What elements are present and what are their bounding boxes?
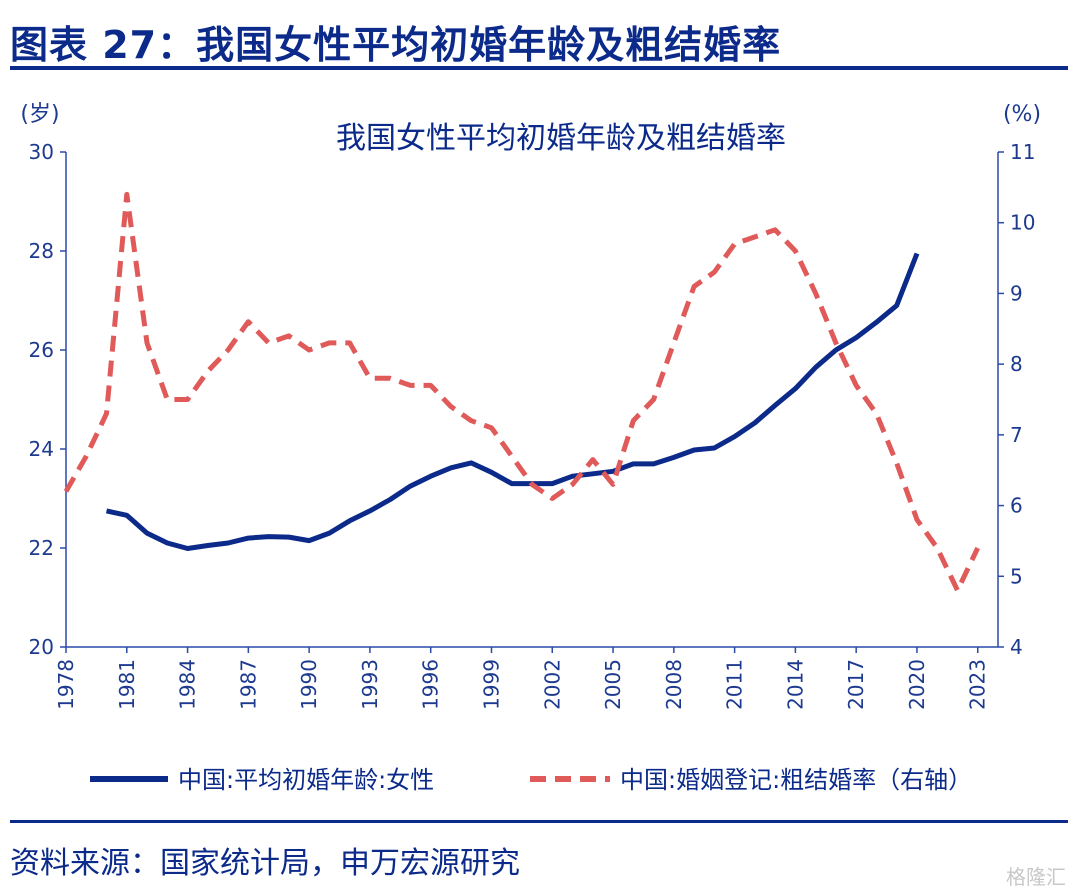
right-tick-label: 8 [1010, 352, 1023, 376]
source-note: 资料来源：国家统计局，申万宏源研究 [10, 846, 520, 881]
header-rule [10, 66, 1068, 70]
right-tick-label: 4 [1010, 635, 1023, 659]
right-tick-label: 10 [1010, 211, 1035, 235]
x-tick-label: 1996 [419, 659, 443, 710]
x-tick-label: 1984 [176, 659, 200, 710]
left-tick-label: 22 [29, 536, 54, 560]
legend: 中国:平均初婚年龄:女性 中国:婚姻登记:粗结婚率（右轴） [90, 766, 972, 794]
right-tick-label: 6 [1010, 494, 1023, 518]
footer-rule [10, 820, 1068, 823]
watermark: 格隆汇 [1006, 865, 1066, 889]
x-tick-label: 1981 [115, 659, 139, 710]
series-line-marriage-rate [63, 191, 980, 593]
right-tick-label: 9 [1010, 281, 1023, 305]
series-layer [63, 191, 980, 593]
left-tick-label: 30 [29, 140, 54, 164]
x-tick-label: 2005 [601, 659, 625, 710]
left-tick-label: 28 [29, 239, 54, 263]
x-tick-label: 2011 [723, 659, 747, 710]
left-tick-label: 24 [29, 437, 54, 461]
x-tick-label: 2014 [783, 659, 807, 710]
axes: 20 22 24 26 28 30 4 5 6 7 8 9 10 11 1978 1981 1984 1987 19… [29, 140, 1036, 710]
x-tick-label: 2008 [662, 659, 686, 710]
x-tick-label: 2023 [966, 659, 990, 710]
series-line-first-marriage-age [105, 252, 920, 551]
chart-title: 我国女性平均初婚年龄及粗结婚率 [336, 121, 786, 156]
left-tick-label: 20 [29, 635, 54, 659]
x-tick-label: 2020 [905, 659, 929, 710]
right-tick-label: 11 [1010, 140, 1035, 164]
legend-label: 中国:平均初婚年龄:女性 [178, 766, 434, 794]
left-axis-unit: (岁) [20, 102, 59, 127]
report-figure-title: 图表 27：我国女性平均初婚年龄及粗结婚率 [10, 23, 782, 67]
x-tick-label: 2002 [540, 659, 564, 710]
right-tick-label: 5 [1010, 564, 1023, 588]
x-tick-label: 2017 [844, 659, 868, 710]
left-tick-label: 26 [29, 338, 54, 362]
x-tick-label: 1978 [54, 659, 78, 710]
right-tick-label: 7 [1010, 423, 1023, 447]
x-tick-label: 1993 [358, 659, 382, 710]
x-tick-label: 1999 [479, 659, 503, 710]
right-axis-unit: (%) [1003, 102, 1041, 127]
x-tick-label: 1990 [297, 659, 321, 710]
legend-label: 中国:婚姻登记:粗结婚率（右轴） [620, 766, 972, 794]
x-tick-label: 1987 [236, 659, 260, 710]
